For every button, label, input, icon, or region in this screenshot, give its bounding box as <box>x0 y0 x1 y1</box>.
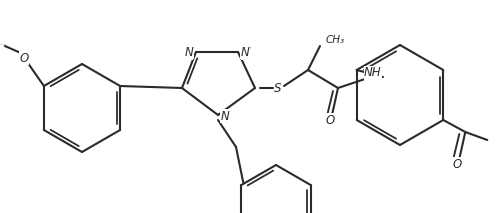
Text: O: O <box>453 157 462 170</box>
Text: CH₃: CH₃ <box>326 35 345 45</box>
Text: N: N <box>221 109 230 122</box>
Text: NH: NH <box>364 66 382 79</box>
Text: N: N <box>221 109 230 122</box>
Text: N: N <box>241 46 250 59</box>
Text: methoxy_text: methoxy_text <box>0 43 7 45</box>
Text: S: S <box>274 82 282 95</box>
Text: N: N <box>242 46 251 59</box>
Text: O: O <box>325 115 335 128</box>
Text: O: O <box>19 52 28 65</box>
Text: O: O <box>19 52 28 65</box>
Text: NH: NH <box>364 68 382 81</box>
Text: S: S <box>274 82 282 95</box>
Text: N: N <box>184 46 193 59</box>
Text: O: O <box>453 158 462 171</box>
Text: O: O <box>325 114 335 127</box>
Text: N: N <box>183 46 192 59</box>
